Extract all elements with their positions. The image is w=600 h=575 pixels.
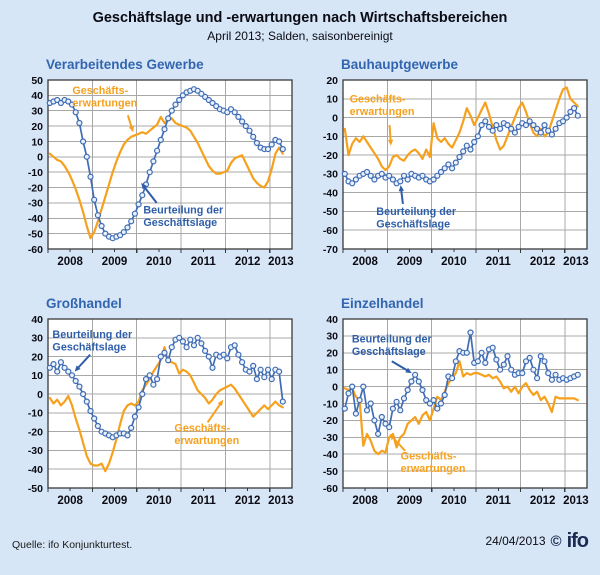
ifo-logo: ifo [566,530,589,552]
svg-text:2008: 2008 [352,495,378,507]
svg-text:-60: -60 [323,483,338,495]
chart-grosshandel: Großhandel -50 -40 -30 -20 -10 0 10 20 30 40 2008 2… [8,296,297,525]
svg-text:10: 10 [31,136,43,148]
svg-text:2012: 2012 [235,256,261,268]
svg-text:40: 40 [31,314,43,326]
svg-text:2009: 2009 [397,495,423,507]
retail-line-plot: -60 -50 -40 -30 -20 -10 0 10 20 30 40 2008 2009 2010 2… [323,314,589,507]
svg-text:0: 0 [332,112,338,124]
svg-text:Geschäfts-erwartungen: Geschäfts-erwartungen [350,94,415,119]
svg-text:-60: -60 [28,244,43,256]
svg-text:-40: -40 [323,449,338,461]
svg-text:2009: 2009 [102,256,128,268]
svg-text:10: 10 [326,365,338,377]
svg-text:30: 30 [326,331,338,343]
svg-text:-40: -40 [28,213,43,225]
chart-title: Großhandel [46,296,122,311]
svg-text:2013: 2013 [268,495,294,507]
charts-grid: Verarbeitendes Gewerbe -60 -50 -40 -30 -20 -1… [0,43,600,525]
date-label: 24/04/2013 [485,534,546,548]
svg-text:20: 20 [326,75,338,87]
svg-text:2011: 2011 [486,495,512,507]
svg-text:30: 30 [31,333,43,345]
chart-title: Verarbeitendes Gewerbe [46,57,204,72]
svg-text:2010: 2010 [441,256,467,268]
svg-text:Geschäfts-erwartungen: Geschäfts-erwartungen [174,423,239,448]
page-title: Geschäftslage und -erwartungen nach Wirt… [92,10,508,26]
svg-text:-30: -30 [28,198,43,210]
svg-text:0: 0 [37,389,43,401]
footer: Quelle: ifo Konjunkturtest. 24/04/2013 ©… [0,525,600,551]
wholesale-line-plot: -50 -40 -30 -20 -10 0 10 20 30 40 2008 2009 2010 2011… [28,314,294,507]
svg-text:20: 20 [326,348,338,360]
svg-text:-10: -10 [323,131,338,143]
svg-text:-20: -20 [28,426,43,438]
svg-text:-50: -50 [323,466,338,478]
svg-text:10: 10 [326,94,338,106]
svg-text:-40: -40 [28,464,43,476]
svg-text:-60: -60 [323,225,338,237]
svg-text:-40: -40 [323,187,338,199]
svg-text:2013: 2013 [563,495,589,507]
svg-text:2010: 2010 [441,495,467,507]
svg-text:Geschäfts-erwartungen: Geschäfts-erwartungen [401,450,466,475]
svg-text:-30: -30 [323,169,338,181]
svg-text:2010: 2010 [146,495,172,507]
svg-text:2008: 2008 [57,495,83,507]
svg-text:-20: -20 [323,415,338,427]
svg-text:10: 10 [31,370,43,382]
chart-einzelhandel: Einzelhandel -60 -50 -40 -30 -20 -10 0 10 20 30 40… [303,296,592,525]
svg-text:2012: 2012 [530,495,556,507]
svg-text:2013: 2013 [563,256,589,268]
svg-text:2011: 2011 [486,256,512,268]
chart-title: Bauhauptgewerbe [341,57,459,72]
chart-title: Einzelhandel [341,296,424,311]
svg-text:-50: -50 [323,206,338,218]
svg-text:-10: -10 [28,408,43,420]
svg-text:2009: 2009 [102,495,128,507]
svg-text:2013: 2013 [268,256,294,268]
svg-text:2012: 2012 [530,256,556,268]
svg-text:2011: 2011 [191,495,217,507]
construction-line-plot: -70 -60 -50 -40 -30 -20 -10 0 10 20 2008 2009 2010 20… [323,75,589,268]
header: Geschäftslage und -erwartungen nach Wirt… [0,0,600,43]
page-subtitle: April 2013; Salden, saisonbereinigt [207,29,393,43]
svg-text:-70: -70 [323,244,338,256]
svg-text:2009: 2009 [397,256,423,268]
source-note: Quelle: ifo Konjunkturtest. [12,539,133,551]
copyright-symbol: © [550,532,562,550]
svg-text:0: 0 [37,152,43,164]
svg-text:20: 20 [31,121,43,133]
svg-text:-10: -10 [28,167,43,179]
svg-text:30: 30 [31,106,43,118]
svg-text:2010: 2010 [146,256,172,268]
svg-text:Geschäfts-erwartungen: Geschäfts-erwartungen [72,85,137,110]
svg-text:2008: 2008 [57,256,83,268]
svg-text:2012: 2012 [235,495,261,507]
svg-text:-50: -50 [28,228,43,240]
svg-text:-50: -50 [28,483,43,495]
chart-verarbeitendes-gewerbe: Verarbeitendes Gewerbe -60 -50 -40 -30 -20 -1… [8,57,297,286]
svg-text:40: 40 [31,90,43,102]
svg-text:-10: -10 [323,398,338,410]
svg-text:-30: -30 [28,445,43,457]
manufacturing-line-plot: -60 -50 -40 -30 -20 -10 0 10 20 30 40 50 2008 2009 201… [28,75,294,268]
footer-right: 24/04/2013 © ifo [485,530,589,552]
svg-text:-20: -20 [323,150,338,162]
svg-text:0: 0 [332,381,338,393]
svg-text:20: 20 [31,351,43,363]
svg-text:2008: 2008 [352,256,378,268]
svg-text:50: 50 [31,75,43,87]
svg-text:2011: 2011 [191,256,217,268]
chart-bauhauptgewerbe: Bauhauptgewerbe -70 -60 -50 -40 -30 -20 -10 0 10… [303,57,592,286]
svg-text:40: 40 [326,314,338,326]
svg-text:-20: -20 [28,182,43,194]
svg-text:-30: -30 [323,432,338,444]
